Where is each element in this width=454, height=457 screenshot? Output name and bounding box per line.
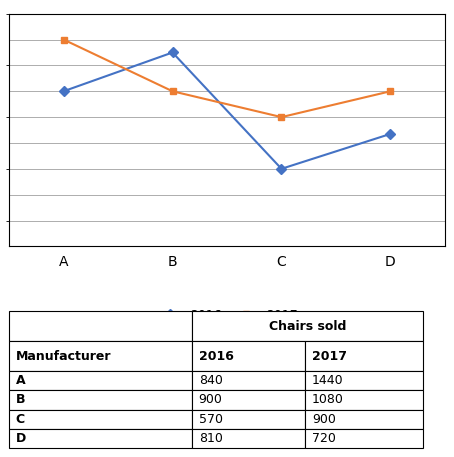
Text: 720: 720: [312, 432, 336, 445]
FancyBboxPatch shape: [9, 429, 192, 448]
FancyBboxPatch shape: [9, 311, 192, 341]
Text: 1080: 1080: [312, 393, 344, 406]
FancyBboxPatch shape: [192, 311, 423, 341]
FancyBboxPatch shape: [9, 390, 192, 409]
FancyBboxPatch shape: [192, 341, 306, 371]
FancyBboxPatch shape: [306, 341, 423, 371]
Text: 2016: 2016: [199, 350, 233, 363]
Text: Manufacturer: Manufacturer: [15, 350, 111, 363]
Text: 570: 570: [199, 413, 222, 425]
Text: 1440: 1440: [312, 374, 344, 387]
FancyBboxPatch shape: [306, 390, 423, 409]
Legend: 2016, 2017: 2016, 2017: [152, 304, 302, 327]
FancyBboxPatch shape: [192, 371, 306, 390]
Text: 840: 840: [199, 374, 222, 387]
Text: 2017: 2017: [312, 350, 347, 363]
FancyBboxPatch shape: [306, 409, 423, 429]
Text: Chairs sold: Chairs sold: [269, 319, 346, 333]
Text: D: D: [15, 432, 26, 445]
Text: C: C: [15, 413, 25, 425]
FancyBboxPatch shape: [192, 409, 306, 429]
FancyBboxPatch shape: [9, 371, 192, 390]
FancyBboxPatch shape: [306, 371, 423, 390]
FancyBboxPatch shape: [192, 390, 306, 409]
Text: 900: 900: [312, 413, 336, 425]
Text: B: B: [15, 393, 25, 406]
Text: A: A: [15, 374, 25, 387]
FancyBboxPatch shape: [9, 409, 192, 429]
FancyBboxPatch shape: [9, 341, 192, 371]
Text: 810: 810: [199, 432, 222, 445]
FancyBboxPatch shape: [306, 429, 423, 448]
Text: 900: 900: [199, 393, 222, 406]
FancyBboxPatch shape: [192, 429, 306, 448]
